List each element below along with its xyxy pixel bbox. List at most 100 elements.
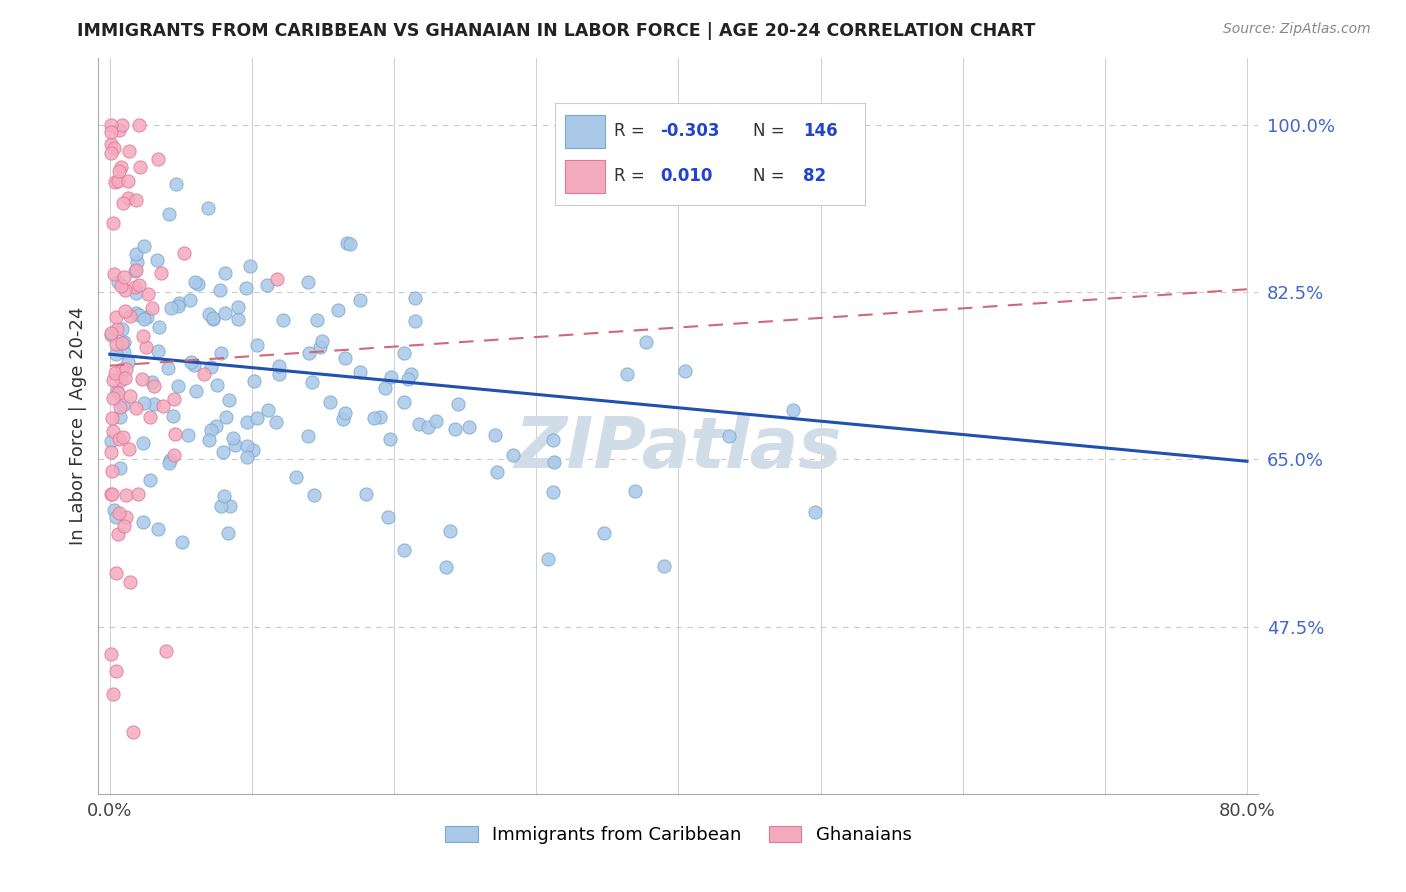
Ghanaians [125, 193, 148, 207]
Immigrants from Caribbean [112, 335, 135, 350]
Immigrants from Caribbean [399, 367, 422, 381]
Immigrants from Caribbean [297, 276, 319, 290]
Ghanaians [114, 371, 136, 385]
Ghanaians [125, 401, 148, 416]
Immigrants from Caribbean [363, 411, 385, 425]
Ghanaians [107, 527, 129, 541]
Immigrants from Caribbean [380, 370, 402, 384]
Immigrants from Caribbean [184, 275, 207, 289]
Immigrants from Caribbean [356, 487, 378, 501]
Immigrants from Caribbean [673, 364, 696, 378]
Immigrants from Caribbean [132, 239, 155, 253]
Immigrants from Caribbean [226, 300, 249, 314]
Ghanaians [108, 123, 131, 137]
Immigrants from Caribbean [159, 453, 181, 467]
Immigrants from Caribbean [301, 375, 323, 389]
Ghanaians [146, 153, 169, 167]
Ghanaians [107, 385, 129, 400]
Immigrants from Caribbean [165, 178, 187, 192]
Immigrants from Caribbean [377, 510, 399, 524]
Ghanaians [118, 574, 141, 589]
Immigrants from Caribbean [209, 499, 232, 513]
Immigrants from Caribbean [319, 395, 342, 409]
Ghanaians [127, 487, 149, 501]
Immigrants from Caribbean [311, 334, 333, 348]
Text: 146: 146 [803, 122, 838, 140]
Immigrants from Caribbean [200, 423, 222, 437]
Immigrants from Caribbean [124, 264, 146, 278]
Ghanaians [104, 337, 127, 351]
Immigrants from Caribbean [125, 306, 148, 320]
Immigrants from Caribbean [242, 442, 264, 457]
Immigrants from Caribbean [110, 410, 132, 425]
Immigrants from Caribbean [541, 433, 564, 447]
Immigrants from Caribbean [404, 291, 426, 305]
Ghanaians [112, 269, 135, 284]
Ghanaians [136, 287, 159, 301]
Immigrants from Caribbean [239, 259, 262, 273]
Immigrants from Caribbean [111, 322, 134, 336]
Immigrants from Caribbean [141, 376, 163, 390]
Immigrants from Caribbean [139, 473, 162, 487]
Immigrants from Caribbean [205, 419, 228, 434]
Immigrants from Caribbean [634, 334, 657, 349]
Immigrants from Caribbean [201, 312, 224, 326]
Ghanaians [100, 118, 122, 132]
Ghanaians [101, 411, 124, 425]
Ghanaians [101, 465, 124, 479]
Immigrants from Caribbean [132, 516, 155, 530]
Immigrants from Caribbean [197, 201, 219, 215]
Text: R =: R = [614, 168, 655, 186]
Immigrants from Caribbean [183, 358, 205, 372]
Immigrants from Caribbean [107, 384, 129, 398]
Ghanaians [155, 644, 177, 658]
Immigrants from Caribbean [652, 559, 675, 574]
Ghanaians [108, 400, 131, 414]
Immigrants from Caribbean [593, 526, 616, 541]
Immigrants from Caribbean [108, 460, 131, 475]
Ghanaians [110, 373, 132, 387]
Immigrants from Caribbean [148, 319, 170, 334]
Immigrants from Caribbean [145, 253, 167, 268]
Immigrants from Caribbean [267, 359, 290, 373]
Ghanaians [132, 329, 155, 343]
Ghanaians [117, 442, 139, 456]
Immigrants from Caribbean [782, 403, 804, 417]
Ghanaians [104, 310, 127, 324]
Ghanaians [125, 262, 148, 277]
Immigrants from Caribbean [214, 266, 236, 280]
Immigrants from Caribbean [543, 455, 565, 469]
Text: N =: N = [754, 168, 796, 186]
Ghanaians [150, 266, 173, 280]
Immigrants from Caribbean [404, 314, 426, 328]
Ghanaians [100, 136, 122, 151]
Immigrants from Caribbean [207, 378, 229, 392]
Ghanaians [163, 448, 186, 462]
Immigrants from Caribbean [616, 367, 638, 381]
Immigrants from Caribbean [541, 485, 564, 500]
Ghanaians [101, 216, 124, 230]
Immigrants from Caribbean [125, 255, 148, 269]
Immigrants from Caribbean [246, 411, 269, 425]
Immigrants from Caribbean [416, 420, 439, 434]
Ghanaians [111, 362, 134, 376]
Immigrants from Caribbean [209, 346, 232, 360]
Immigrants from Caribbean [176, 428, 198, 442]
Ghanaians [112, 519, 135, 533]
Immigrants from Caribbean [224, 438, 246, 452]
Immigrants from Caribbean [148, 344, 170, 359]
Ghanaians [103, 141, 125, 155]
Immigrants from Caribbean [378, 432, 401, 446]
Ghanaians [128, 277, 150, 292]
Immigrants from Caribbean [201, 311, 224, 326]
Immigrants from Caribbean [309, 340, 332, 354]
Immigrants from Caribbean [172, 534, 194, 549]
Ghanaians [114, 362, 136, 376]
Ghanaians [100, 487, 122, 501]
Immigrants from Caribbean [243, 374, 266, 388]
Immigrants from Caribbean [187, 277, 209, 291]
Immigrants from Caribbean [339, 236, 361, 251]
Immigrants from Caribbean [146, 522, 169, 536]
Immigrants from Caribbean [103, 503, 125, 517]
Immigrants from Caribbean [269, 367, 291, 381]
